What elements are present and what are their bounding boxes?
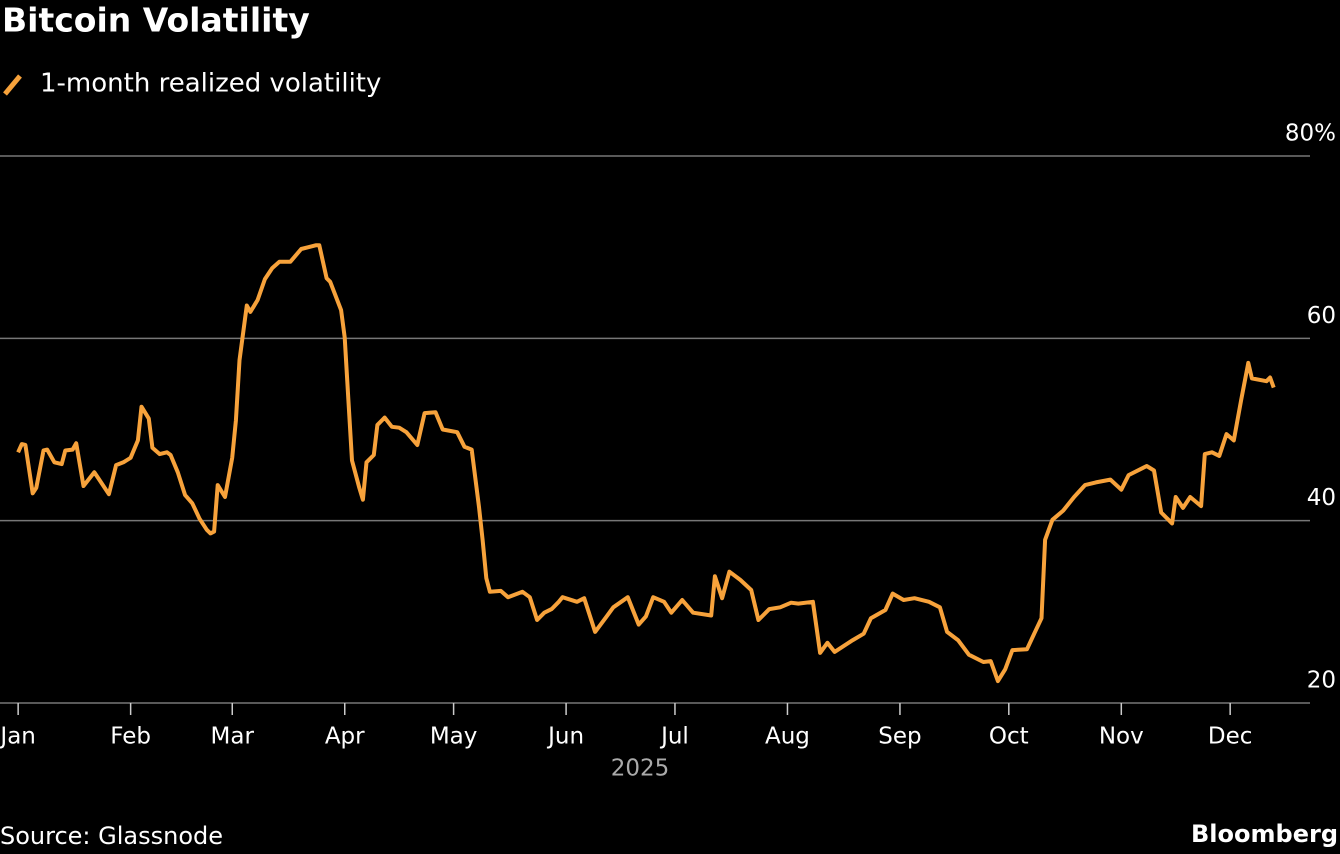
y-tick-label: 40 — [1307, 485, 1336, 511]
x-tick-label: Jul — [659, 724, 689, 750]
source: Source: Glassnode — [0, 822, 223, 850]
legend-label: 1-month realized volatility — [40, 69, 381, 99]
x-tick-label: Mar — [211, 724, 255, 750]
line — [16, 243, 1276, 684]
x-tick-label: Nov — [1099, 724, 1144, 750]
x-tick-label: Dec — [1208, 724, 1253, 750]
x-tick-label: Jun — [546, 724, 584, 750]
y-tick-label: 80% — [1285, 121, 1336, 147]
x-tick-label: Aug — [765, 724, 810, 750]
legend-swatch — [3, 74, 22, 96]
x-axis-label: 2025 — [611, 756, 670, 782]
y-tick-label: 20 — [1307, 668, 1336, 694]
chart-title: Bitcoin Volatility — [2, 1, 310, 40]
x-tick-label: Oct — [989, 724, 1029, 750]
x-tick-label: Jan — [0, 724, 36, 750]
x-tick-label: Sep — [878, 724, 921, 750]
x-tick-label: Apr — [325, 724, 365, 750]
y-tick-label: 60 — [1307, 303, 1336, 329]
x-tick-label: Feb — [110, 724, 151, 750]
brand: Bloomberg — [1191, 820, 1338, 848]
x-tick-label: May — [430, 724, 478, 750]
